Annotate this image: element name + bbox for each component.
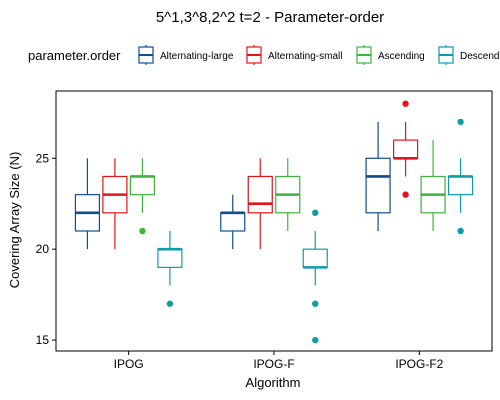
outlier-point — [139, 227, 146, 235]
outlier-point — [457, 118, 464, 126]
y-tick-label: 20 — [36, 242, 50, 256]
outlier-point — [312, 336, 319, 344]
legend-label: Alternating-large — [160, 51, 234, 62]
legend-entry-descending: Descending — [438, 45, 500, 65]
axes: 15 20 25 IPOG IPOG-F IPOG-F2 — [36, 90, 493, 371]
box-descending-ipog-f — [302, 209, 328, 344]
box-body — [365, 157, 391, 214]
box-alternating-large-ipog-f2 — [365, 121, 391, 231]
plot-area — [74, 100, 474, 344]
y-tick-label: 15 — [36, 333, 50, 347]
box-body — [129, 175, 156, 196]
outlier-point — [402, 100, 409, 107]
outlier-point — [312, 209, 319, 217]
x-tick-label: IPOG-F2 — [395, 357, 443, 371]
x-tick-label: IPOG-F — [253, 357, 294, 371]
box-alternating-small-ipog-f2 — [392, 100, 419, 198]
box-alternating-small-ipog-f — [247, 158, 273, 250]
box-descending-ipog-f2 — [447, 118, 474, 235]
panel-border — [55, 90, 493, 352]
legend-label: Alternating-small — [268, 51, 342, 62]
legend-label: Ascending — [378, 51, 425, 62]
box-alternating-small-ipog — [102, 158, 128, 250]
legend-title: parameter.order — [28, 48, 121, 63]
outlier-point — [457, 227, 464, 235]
x-tick-label: IPOG — [114, 357, 144, 371]
legend-entry-alternating-large: Alternating-large — [138, 45, 234, 65]
box-body — [392, 139, 419, 159]
legend-label: Descending — [460, 51, 500, 62]
box-ascending-ipog-f — [275, 158, 301, 231]
y-axis-label: Covering Array Size (N) — [7, 152, 22, 289]
box-alternating-large-ipog-f — [220, 194, 246, 250]
box-ascending-ipog — [129, 158, 156, 235]
box-body — [220, 212, 246, 232]
legend: parameter.order Alternating-large Alterna… — [28, 45, 500, 65]
y-tick-label: 25 — [36, 151, 50, 165]
outlier-point — [166, 300, 174, 307]
legend-entry-ascending: Ascending — [356, 45, 425, 65]
box-descending-ipog — [157, 231, 183, 307]
box-body — [157, 248, 183, 268]
box-ascending-ipog-f2 — [420, 140, 446, 231]
outlier-point — [402, 191, 409, 198]
box-body — [447, 175, 474, 196]
box-body — [247, 175, 273, 214]
chart-title: 5^1,3^8,2^2 t=2 - Parameter-order — [156, 9, 384, 26]
x-axis-label: Algorithm — [246, 375, 301, 390]
outlier-point — [312, 300, 319, 307]
box-body — [302, 248, 328, 268]
box-alternating-large-ipog — [74, 158, 101, 250]
legend-entry-alternating-small: Alternating-small — [246, 45, 342, 65]
